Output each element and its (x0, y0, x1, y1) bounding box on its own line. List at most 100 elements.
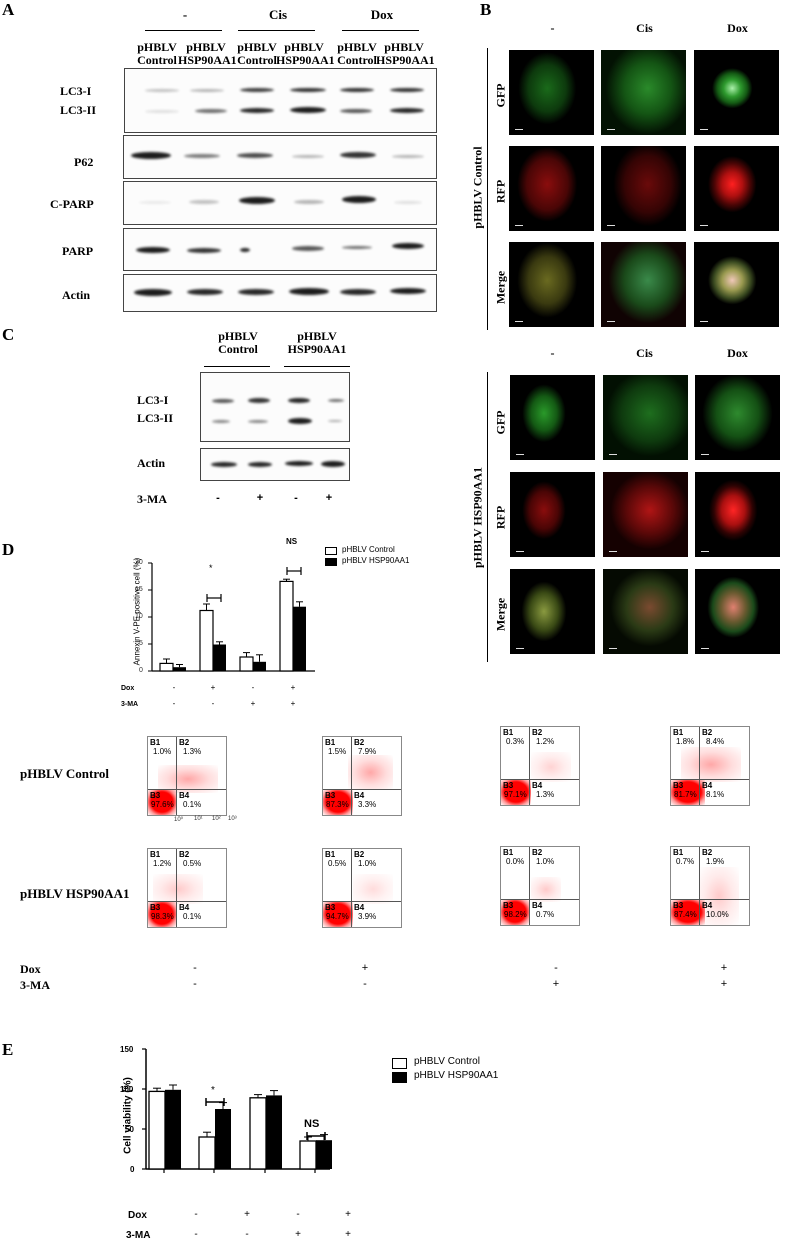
quadrant-value-b2: 1.2% (536, 737, 555, 746)
micrograph-hsp90aa1-cis-gfp (603, 375, 688, 460)
treatment-underline (145, 30, 222, 31)
micrograph-hsp90aa1-dox-gfp (695, 375, 780, 460)
micrograph-control-cis-merge (601, 242, 686, 327)
blot-label-parp: PARP (62, 244, 94, 258)
group-header: pHBLV HSP90AA1 (287, 329, 347, 356)
lane-header: pHBLV Control (337, 40, 377, 67)
quadrant-value-b1: 1.0% (153, 747, 172, 756)
western-blot-lc3 (124, 68, 437, 133)
blot-label-actin: Actin (62, 288, 90, 302)
flow-plot: B1 B2 B3 B4 1.2% 0.5% 98.3% 0.1% (147, 848, 227, 928)
flow-plot: B1 B2 B3 B4 0.5% 1.0% 94.7% 3.9% (322, 848, 402, 928)
column-header-none: - (550, 21, 555, 35)
lane-header: pHBLV Control (237, 40, 277, 67)
quadrant-value-b3: 81.7% (674, 790, 697, 799)
micrograph-control-none-rfp (509, 146, 594, 231)
panel-letter-e: E (2, 1040, 14, 1059)
group-label-control: pHBLV Control (470, 146, 485, 229)
quadrant-value-b4: 0.1% (183, 912, 202, 921)
sign: + (290, 699, 296, 708)
sign: + (250, 699, 256, 708)
quadrant-value-b1: 0.5% (328, 859, 347, 868)
quadrant-value-b4: 8.1% (706, 790, 725, 799)
quadrant-value-b2: 0.5% (183, 859, 202, 868)
flow-plot: B1 B2 B3 B4 0.7% 1.9% 87.4% 10.0% (670, 846, 750, 926)
column-header-dox: Dox (727, 21, 748, 35)
quadrant-value-b3: 98.3% (151, 912, 174, 921)
treatment-sign: - (216, 492, 220, 504)
flow-plot: B1 B2 B3 B4 1.8% 8.4% 81.7% 8.1% (670, 726, 750, 806)
micrograph-hsp90aa1-none-rfp (510, 472, 595, 557)
y-tick: 0 (130, 1165, 135, 1174)
legend-label-control: pHBLV Control (342, 545, 395, 554)
quadrant-value-b2: 1.0% (358, 859, 377, 868)
row-label-gfp: GFP (493, 410, 508, 435)
quadrant-value-b4: 0.1% (183, 800, 202, 809)
sign: - (193, 962, 197, 974)
group-underline (204, 366, 270, 367)
lane-header: pHBLV HSP90AA1 (276, 40, 335, 67)
legend-swatch-hsp90aa1 (392, 1072, 407, 1083)
micrograph-hsp90aa1-none-gfp (510, 375, 595, 460)
sign: - (172, 683, 176, 692)
blot-label-actin: Actin (137, 456, 165, 470)
sign: + (552, 978, 560, 990)
row-label-gfp: GFP (493, 83, 508, 108)
treatment-underline (238, 30, 315, 31)
legend-label-hsp90aa1: pHBLV HSP90AA1 (342, 556, 410, 565)
significance-ns: NS (304, 1118, 320, 1130)
treatment-underline (342, 30, 419, 31)
flow-row-label-control: pHBLV Control (20, 766, 109, 781)
micrograph-control-cis-gfp (601, 50, 686, 135)
legend-swatch-control (392, 1058, 407, 1069)
annexin-bar-chart (148, 562, 315, 672)
quadrant-value-b2: 1.9% (706, 857, 725, 866)
significance-star: * (211, 1085, 215, 1096)
row-label-merge: Merge (493, 270, 508, 305)
sign: - (296, 1209, 300, 1220)
y-tick: 150 (120, 1045, 134, 1054)
micrograph-control-dox-gfp (694, 50, 779, 135)
western-blot-parp (123, 228, 437, 271)
viability-bar-chart (142, 1048, 332, 1173)
western-blot-lc3 (200, 372, 350, 442)
blot-label-lc3-ii: LC3-II (137, 411, 174, 425)
sign: - (194, 1229, 198, 1240)
y-tick: 15 (135, 586, 143, 593)
x-tick: 10² (212, 816, 221, 822)
quadrant-value-b4: 3.3% (358, 800, 377, 809)
y-tick: 100 (120, 1085, 134, 1094)
group-label-hsp90aa1: pHBLV HSP90AA1 (470, 466, 485, 569)
micrograph-control-cis-rfp (601, 146, 686, 231)
quadrant-value-b3: 87.4% (674, 910, 697, 919)
group-bracket (487, 372, 488, 662)
y-tick: 5 (139, 640, 143, 647)
row-label-rfp: RFP (493, 505, 508, 530)
quadrant-value-b1: 0.7% (676, 857, 695, 866)
western-blot-actin (200, 448, 350, 481)
western-blot-c-parp (123, 181, 437, 225)
micrograph-hsp90aa1-dox-merge (695, 569, 780, 654)
flow-row-label-hsp90aa1: pHBLV HSP90AA1 (20, 886, 130, 901)
sign: - (193, 978, 197, 990)
micrograph-hsp90aa1-cis-merge (603, 569, 688, 654)
lane-header: pHBLV HSP90AA1 (376, 40, 435, 67)
treatment-header-dox: Dox (370, 7, 394, 22)
sign: + (345, 1229, 351, 1240)
x-tick: 10³ (228, 816, 237, 822)
flow-condition-dox: Dox (20, 962, 41, 976)
y-tick: 10 (135, 613, 143, 620)
panel-letter-a: A (2, 0, 15, 19)
micrograph-control-none-merge (509, 242, 594, 327)
flow-condition-3-ma: 3-MA (20, 978, 50, 992)
condition-label-dox: Dox (128, 1210, 147, 1221)
sign: + (345, 1209, 351, 1220)
column-header-dox: Dox (727, 346, 748, 360)
lane-header: pHBLV Control (137, 40, 177, 67)
significance-star: * (209, 563, 213, 573)
y-tick: 20 (135, 559, 143, 566)
sign: - (554, 962, 558, 974)
group-bracket (487, 48, 488, 330)
sign: + (361, 962, 369, 974)
sign: - (363, 978, 367, 990)
